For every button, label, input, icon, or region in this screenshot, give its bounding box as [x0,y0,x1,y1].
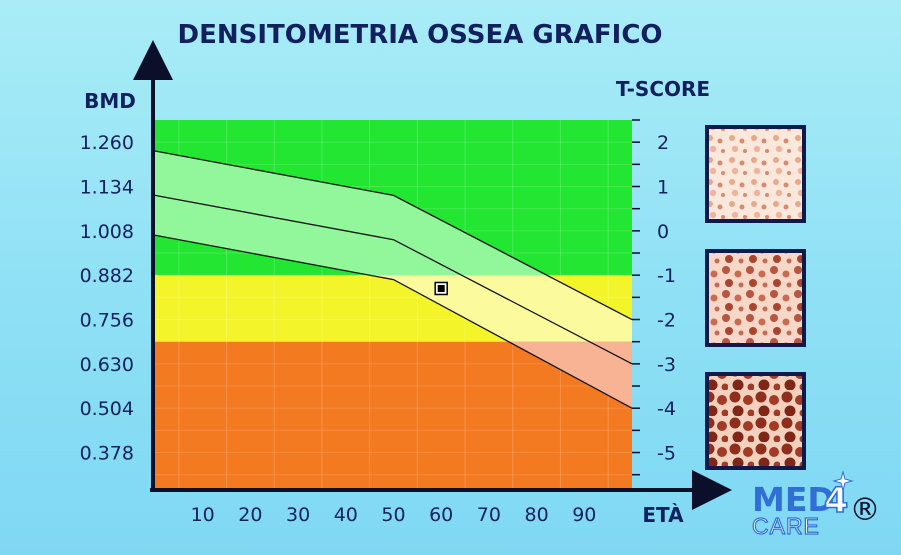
tscore-tick-label: 1 [657,177,669,199]
bone-sample-normal [705,125,806,223]
age-tick-label: 10 [191,504,215,526]
bmd-tick-label: 0.756 [80,310,134,332]
reference-band-normale [155,151,547,276]
bmd-tick-label: 0.378 [80,443,134,465]
bmd-tick-label: 0.882 [80,265,134,287]
logo-digit-text: 4 [824,481,848,521]
reference-line-3 [154,234,633,409]
bmd-tick-label: 1.260 [80,132,134,154]
reference-line-2 [154,194,633,365]
y-axis-right-label: T-SCORE [616,77,710,101]
bone-sample-osteopenia [705,249,806,347]
marker-layer [434,281,448,296]
logo-med-text: MED [752,480,835,519]
tscore-tick-label: -2 [657,310,676,332]
age-tick-label: 30 [286,504,310,526]
zone-osteoporosi [155,341,632,488]
x-axis-label: ETÀ [642,503,684,527]
age-tick-label: 80 [525,504,549,526]
bmd-tick-label: 0.504 [80,398,134,420]
tscore-tick-label: -5 [657,443,676,465]
bone-sample-osteoporosis [705,372,806,470]
reference-line-1 [154,150,633,321]
bmd-tick-label: 1.008 [80,221,134,243]
chart-title: DENSITOMETRIA OSSEA GRAFICO [178,20,663,50]
age-tick-label: 60 [429,504,453,526]
bmd-tick-label: 1.134 [80,177,134,199]
tscore-tick-label: 0 [657,221,669,243]
tscore-tick-label: 2 [657,132,669,154]
tscore-tick-label: -3 [657,354,676,376]
bmd-tick-label: 0.630 [80,354,134,376]
tscore-tick-label: -1 [657,265,676,287]
logo-care-text: CARE [752,513,820,539]
logo-sparkle-icon [832,470,854,492]
age-tick-label: 20 [238,504,262,526]
medcare-logo: MED 4 CARE ® [751,470,881,540]
y-axis-left-label: BMD [84,89,136,113]
ticks-layer: 210-1-2-3-4-51.2601.1341.0080.8820.7560.… [80,119,676,526]
age-tick-label: 50 [381,504,405,526]
age-tick-label: 40 [334,504,358,526]
age-tick-label: 70 [477,504,501,526]
lines-layer [154,150,633,409]
age-tick-label: 90 [572,504,596,526]
patient-marker-core [437,284,445,292]
registered-mark: ® [850,492,881,528]
tscore-tick-label: -4 [657,398,676,420]
